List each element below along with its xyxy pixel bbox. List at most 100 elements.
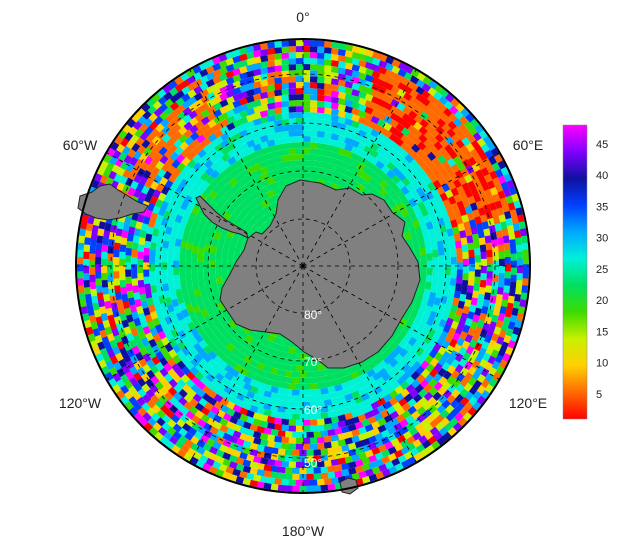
data-cell [516, 258, 523, 267]
data-cell [253, 169, 263, 178]
data-cell [351, 45, 361, 54]
data-cell [215, 247, 223, 256]
data-cell [210, 405, 220, 415]
data-cell [497, 244, 505, 253]
data-cell [167, 270, 174, 279]
data-cell [76, 328, 82, 337]
data-cell [445, 444, 456, 454]
data-cell [120, 395, 130, 405]
data-cell [383, 355, 393, 365]
data-cell [437, 155, 447, 165]
data-cell [465, 292, 473, 301]
data-cell [397, 454, 407, 464]
data-cell [358, 53, 368, 62]
data-cell [419, 448, 429, 458]
data-cell [418, 427, 428, 437]
data-cell [113, 334, 122, 344]
data-cell [495, 365, 505, 376]
data-cell [295, 419, 303, 426]
data-cell [139, 175, 148, 186]
data-cell [303, 76, 311, 83]
data-cell [387, 368, 397, 378]
data-cell [454, 364, 464, 374]
data-cell [426, 274, 433, 283]
data-cell [222, 243, 230, 252]
data-cell [475, 262, 481, 270]
data-cell [169, 291, 178, 301]
data-cell [195, 459, 205, 469]
data-cell [183, 315, 193, 325]
data-cell [426, 205, 435, 216]
data-cell [155, 274, 162, 283]
colorbar-ramp [562, 124, 588, 420]
data-cell [76, 307, 77, 316]
data-cell [106, 147, 116, 157]
data-cell [240, 346, 250, 356]
data-cell [324, 107, 333, 115]
data-cell [364, 119, 374, 128]
data-cell [428, 80, 438, 90]
data-cell [277, 430, 286, 437]
data-cell [482, 299, 490, 308]
data-cell [469, 321, 478, 330]
data-cell [131, 242, 139, 251]
data-cell [194, 231, 203, 240]
data-cell [200, 116, 211, 126]
data-cell [481, 182, 490, 192]
data-cell [113, 256, 120, 265]
data-cell [303, 154, 311, 161]
meridian-line [302, 152, 500, 267]
data-cell [185, 249, 193, 258]
data-cell [418, 435, 428, 445]
data-cell [160, 200, 170, 210]
data-cell [76, 208, 78, 218]
data-cell [144, 439, 155, 449]
data-cell [114, 157, 124, 168]
data-cell [306, 371, 315, 378]
data-cell [137, 388, 147, 398]
data-cell [481, 113, 491, 124]
data-cell [344, 130, 354, 139]
data-cell [410, 151, 421, 162]
data-cell [492, 274, 499, 283]
data-cell [174, 323, 183, 333]
data-cell [498, 329, 507, 339]
data-cell [485, 119, 495, 129]
data-cell [131, 263, 138, 272]
data-cell [179, 254, 186, 263]
data-cell [476, 414, 486, 425]
data-cell [371, 83, 381, 92]
data-cell [101, 279, 109, 288]
data-cell [147, 417, 157, 427]
data-cell [423, 138, 433, 149]
south-america-land [77, 183, 149, 221]
data-cell [269, 367, 279, 375]
data-cell [210, 169, 220, 179]
data-cell [245, 126, 256, 135]
data-cell [522, 188, 530, 198]
data-cell [368, 170, 378, 180]
data-cell [473, 240, 481, 249]
data-cell [288, 88, 297, 95]
data-cell [450, 359, 460, 369]
data-cell [226, 142, 237, 152]
data-cell [316, 479, 325, 486]
data-cell [211, 315, 221, 326]
data-cell [368, 473, 378, 482]
data-cell [227, 162, 238, 173]
data-cell [302, 419, 311, 426]
data-cell [209, 154, 219, 164]
data-cell [281, 76, 290, 84]
data-cell [327, 367, 336, 376]
data-cell [281, 442, 289, 450]
data-cell [107, 124, 117, 135]
data-cell [232, 119, 242, 128]
data-cell [386, 405, 396, 415]
data-cell [233, 138, 243, 148]
data-cell [415, 374, 426, 384]
data-cell [221, 258, 228, 266]
data-cell [253, 162, 263, 172]
data-cell [288, 118, 297, 125]
data-cell [145, 133, 156, 143]
data-cell [428, 135, 439, 146]
